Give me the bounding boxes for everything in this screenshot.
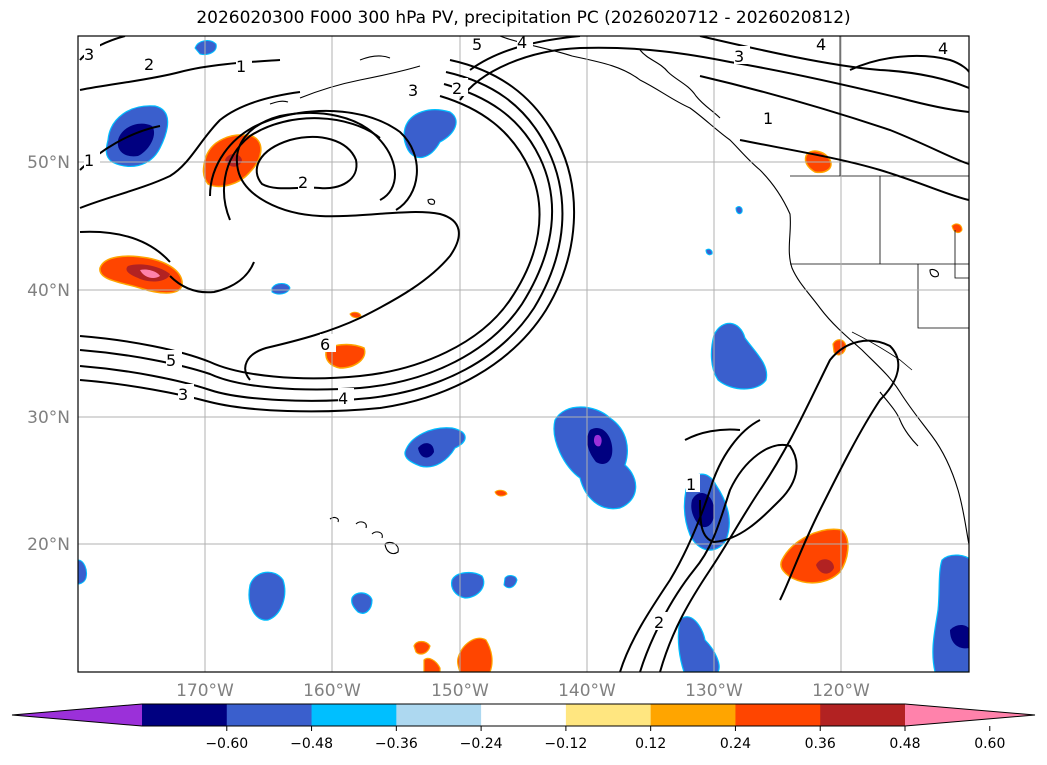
- precip-core-negative: [418, 443, 434, 458]
- contour-label: 4: [816, 35, 826, 54]
- coastlines: [269, 36, 969, 555]
- colorbar-tick-label: −0.12: [544, 736, 587, 752]
- colorbar-segment: [565, 704, 652, 726]
- precip-patch-negative: [503, 575, 518, 589]
- colorbar-segment: [142, 704, 228, 726]
- lat-label: 40°N: [27, 281, 70, 301]
- contour-label: 3: [178, 385, 188, 404]
- contour-label: 2: [144, 55, 154, 74]
- lon-label: 130°W: [685, 681, 743, 701]
- precip-patch-negative: [351, 592, 373, 614]
- contour-label: 6: [320, 335, 330, 354]
- contour-label: 4: [938, 39, 948, 58]
- colorbar-tick-label: −0.60: [205, 736, 248, 752]
- precip-patch-negative: [705, 248, 713, 256]
- lon-label: 120°W: [812, 681, 870, 701]
- contour-label: 3: [84, 45, 94, 64]
- borders: [790, 36, 969, 371]
- colorbar-segment: [311, 704, 397, 726]
- precip-patch-negative: [710, 322, 768, 390]
- colorbar-segment: [735, 704, 821, 726]
- precip-patch-negative: [677, 616, 720, 672]
- lat-label: 50°N: [27, 153, 70, 173]
- precip-patch-negative: [403, 109, 457, 159]
- lon-label: 140°W: [558, 681, 616, 701]
- map-frame: [77, 35, 970, 673]
- lat-label: 30°N: [27, 408, 70, 428]
- colorbar-tick-label: 0.12: [635, 736, 666, 752]
- colorbar-segment: [650, 704, 736, 726]
- colorbar-tick-label: 0.60: [974, 736, 1005, 752]
- colorbar-segment: [481, 704, 567, 726]
- colorbar-tick-label: 0.36: [805, 736, 836, 752]
- precip-patch-positive: [413, 640, 431, 655]
- contour-label: 3: [408, 81, 418, 100]
- precip-patch-negative: [271, 283, 291, 295]
- map-title: 2026020300 F000 300 hPa PV, precipitatio…: [196, 8, 851, 28]
- colorbar-segment: [396, 704, 482, 726]
- contour-label: 1: [236, 57, 246, 76]
- contour-label: 2: [654, 613, 664, 632]
- contour-label: 4: [338, 389, 348, 408]
- colorbar-tick-label: −0.24: [460, 736, 503, 752]
- contour-label: 3: [734, 47, 744, 66]
- contour-label: 5: [472, 35, 482, 54]
- precip-patch-positive: [457, 637, 493, 672]
- lat-label: 20°N: [27, 535, 70, 555]
- contour-label: 1: [84, 151, 94, 170]
- precip-patch-negative: [735, 206, 743, 215]
- lon-label: 170°W: [176, 681, 234, 701]
- precip-patch-positive: [494, 489, 508, 497]
- contour-labels: 3 2 1 5 4 3 2 4 4 3 1 1 2 6 5 3 4 1 2: [84, 32, 954, 632]
- contour-label: 2: [452, 79, 462, 98]
- precip-patch-positive: [349, 311, 362, 319]
- precip-core-extreme-positive: [140, 269, 160, 278]
- colorbar-tick-label: 0.24: [720, 736, 751, 752]
- precip-core-extreme: [593, 434, 602, 447]
- colorbar-tick-label: 0.48: [889, 736, 920, 752]
- lon-label: 160°W: [303, 681, 361, 701]
- colorbar: −0.60 −0.48 −0.36 −0.24 −0.12 0.12 0.24 0.36 0.4…: [11, 703, 1036, 752]
- contour-label: 5: [166, 351, 176, 370]
- precip-patch-positive: [951, 223, 963, 234]
- gridlines: [78, 36, 969, 672]
- contour-label: 1: [686, 475, 696, 494]
- contour-label: 4: [517, 33, 527, 52]
- latitude-labels: 50°N 40°N 30°N 20°N: [27, 153, 70, 555]
- colorbar-tick-label: −0.48: [290, 736, 333, 752]
- colorbar-extend-high: [905, 704, 1035, 726]
- precip-patch-negative: [248, 571, 286, 621]
- contour-label: 1: [763, 109, 773, 128]
- colorbar-extend-low: [12, 704, 142, 726]
- precip-patch-negative: [78, 559, 87, 585]
- colorbar-outline: [11, 703, 1036, 727]
- precip-patch-positive: [423, 657, 441, 672]
- colorbar-segment: [226, 704, 313, 726]
- lon-label: 150°W: [431, 681, 489, 701]
- colorbar-tick-label: −0.36: [375, 736, 418, 752]
- contour-label: 2: [298, 173, 308, 192]
- precip-patch-negative: [404, 427, 466, 468]
- precipitation-shading: [78, 40, 969, 672]
- precip-core-positive: [816, 559, 834, 574]
- precip-core-negative: [950, 625, 969, 649]
- colorbar-segment: [820, 704, 906, 726]
- longitude-labels: 170°W 160°W 150°W 140°W 130°W 120°W: [176, 681, 870, 701]
- precip-core-negative: [117, 123, 155, 157]
